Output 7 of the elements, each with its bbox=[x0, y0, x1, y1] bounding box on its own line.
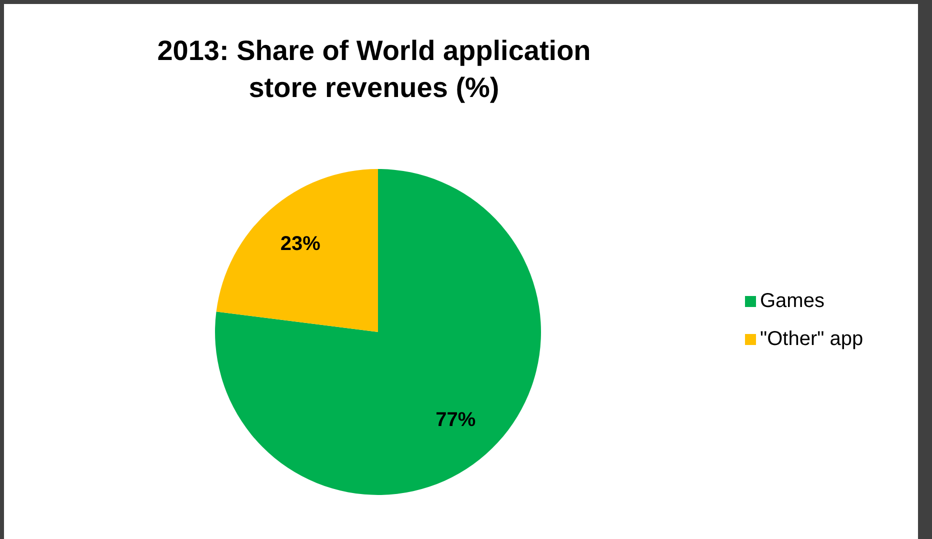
pie-slice bbox=[215, 169, 541, 495]
pie-slice bbox=[216, 169, 378, 332]
legend-label: Games bbox=[760, 290, 824, 312]
chart-title: 2013: Share of World application store revenues (%) bbox=[156, 34, 592, 105]
data-label: 23% bbox=[280, 232, 321, 255]
data-label: 77% bbox=[436, 409, 476, 432]
legend-label: "Other" app bbox=[760, 328, 864, 350]
